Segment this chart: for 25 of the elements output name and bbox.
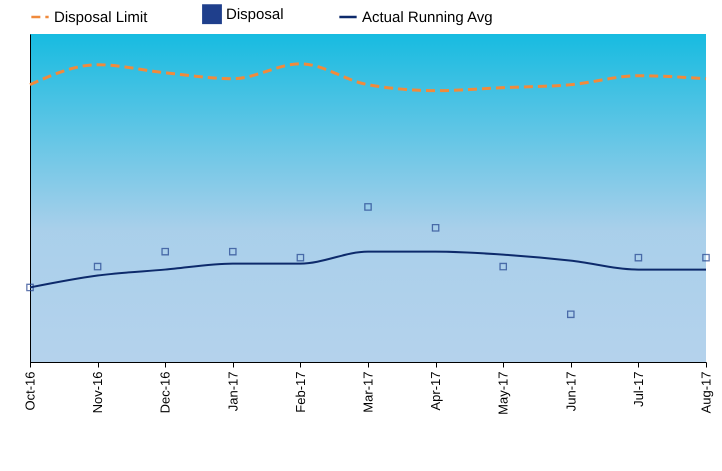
point — [634, 254, 642, 262]
x-tick-label: Feb-17 — [292, 372, 308, 413]
x-tick-label: Oct-16 — [22, 372, 38, 411]
point — [228, 248, 237, 256]
x-tick-label: Aug-17 — [698, 372, 714, 414]
x-tick-label: Jun-17 — [563, 372, 578, 412]
x-tick-label: Dec-16 — [158, 372, 173, 414]
x-tick-label: Jan-17 — [225, 372, 240, 412]
point — [296, 254, 304, 262]
x-tick-label: Nov-16 — [90, 372, 106, 414]
x-tick-label: Mar-17 — [360, 372, 376, 413]
legend-label: Disposal Limit — [54, 9, 148, 26]
x-tick-label: Jul-17 — [630, 372, 646, 407]
point — [432, 224, 440, 232]
x-tick-label: Apr-17 — [428, 372, 444, 411]
point — [499, 262, 508, 270]
point — [94, 262, 102, 270]
point — [364, 203, 372, 211]
point — [702, 254, 710, 262]
x-tick-label: May-17 — [496, 372, 511, 415]
point — [161, 248, 170, 256]
legend-label: Disposal — [226, 6, 284, 24]
point — [566, 310, 575, 318]
point — [26, 284, 34, 292]
legend-label: Actual Running Avg — [362, 9, 493, 26]
